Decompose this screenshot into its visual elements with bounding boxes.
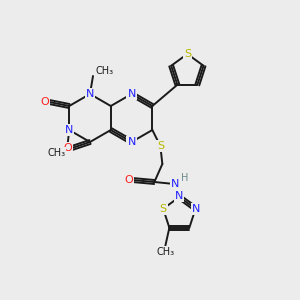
Text: CH₃: CH₃: [156, 247, 174, 257]
Text: S: S: [157, 141, 164, 151]
Text: N: N: [175, 191, 184, 201]
Text: N: N: [128, 137, 136, 147]
Text: N: N: [192, 204, 201, 214]
Text: N: N: [65, 125, 74, 135]
Text: O: O: [124, 175, 133, 185]
Text: N: N: [86, 89, 94, 99]
Text: N: N: [128, 89, 136, 99]
Text: CH₃: CH₃: [95, 66, 113, 76]
Text: CH₃: CH₃: [47, 148, 65, 158]
Text: O: O: [41, 97, 50, 107]
Text: H: H: [181, 173, 188, 183]
Text: N: N: [171, 179, 179, 189]
Text: S: S: [184, 49, 191, 59]
Text: O: O: [64, 143, 72, 153]
Text: S: S: [160, 204, 167, 214]
